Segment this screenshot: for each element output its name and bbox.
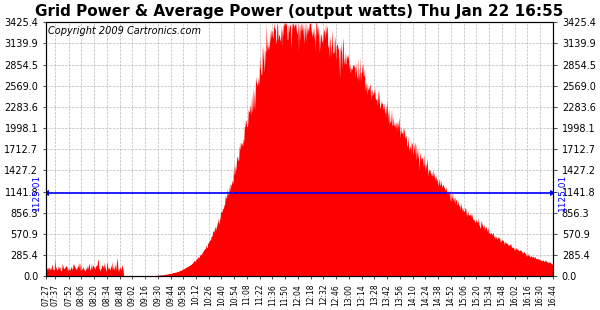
Text: 1125.01: 1125.01 xyxy=(558,174,567,211)
Text: 1125.01: 1125.01 xyxy=(32,174,41,211)
Title: Grid Power & Average Power (output watts) Thu Jan 22 16:55: Grid Power & Average Power (output watts… xyxy=(35,4,563,19)
Text: Copyright 2009 Cartronics.com: Copyright 2009 Cartronics.com xyxy=(49,25,202,36)
